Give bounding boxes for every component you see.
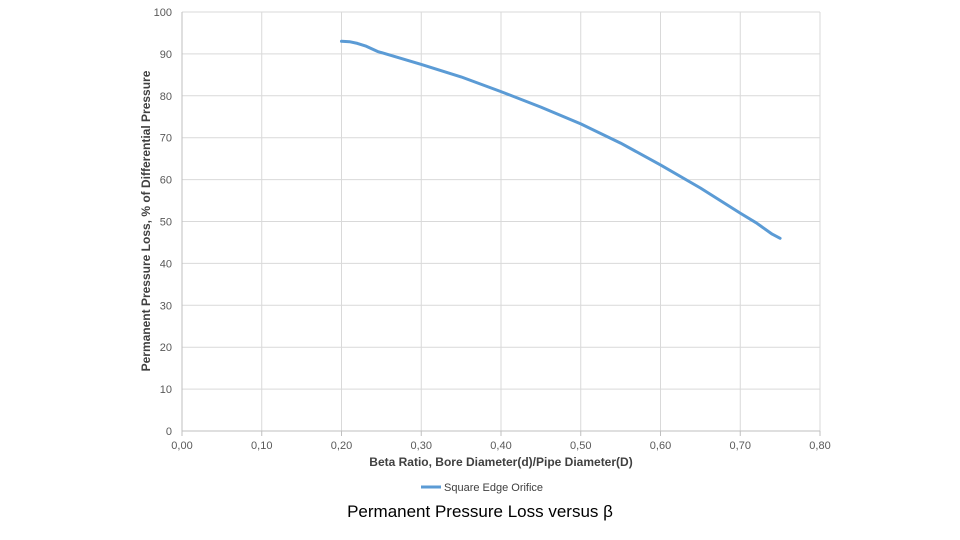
legend-label: Square Edge Orifice [444,482,543,494]
y-tick-label: 0 [166,426,172,438]
series-line-square-edge-orifice [340,39,782,240]
x-tick-label: 0,40 [490,440,511,452]
x-tick-labels: 0,00 0,10 0,20 0,30 0,40 0,50 0,60 0,70 0,80 [171,440,830,452]
y-tick-label: 40 [160,258,172,270]
gridlines [182,11,821,431]
y-axis-title: Permanent Pressure Loss, % of Differenti… [139,70,153,371]
x-tick-label: 0,20 [331,440,352,452]
x-tick-label: 0,80 [809,440,830,452]
x-axis-title: Beta Ratio, Bore Diameter(d)/Pipe Diamet… [369,455,632,469]
series-lines [340,39,782,240]
x-tick-label: 0,00 [171,440,192,452]
y-tick-label: 80 [160,91,172,103]
y-tick-label: 90 [160,49,172,61]
x-tick-label: 0,10 [251,440,272,452]
chart-caption: Permanent Pressure Loss versus β [347,502,613,521]
x-tick-label: 0,30 [411,440,432,452]
y-tick-label: 20 [160,342,172,354]
axes [181,12,821,436]
x-tick-label: 0,70 [730,440,751,452]
x-tick-label: 0,50 [570,440,591,452]
legend: Square Edge Orifice [421,482,543,494]
x-tick-label: 0,60 [650,440,671,452]
y-tick-label: 100 [154,7,172,19]
y-tick-label: 10 [160,384,172,396]
y-tick-label: 30 [160,300,172,312]
y-tick-label: 50 [160,217,172,229]
y-tick-label: 60 [160,175,172,187]
y-tick-labels: 0 10 20 30 40 50 60 70 80 90 100 [154,7,172,438]
y-tick-label: 70 [160,133,172,145]
